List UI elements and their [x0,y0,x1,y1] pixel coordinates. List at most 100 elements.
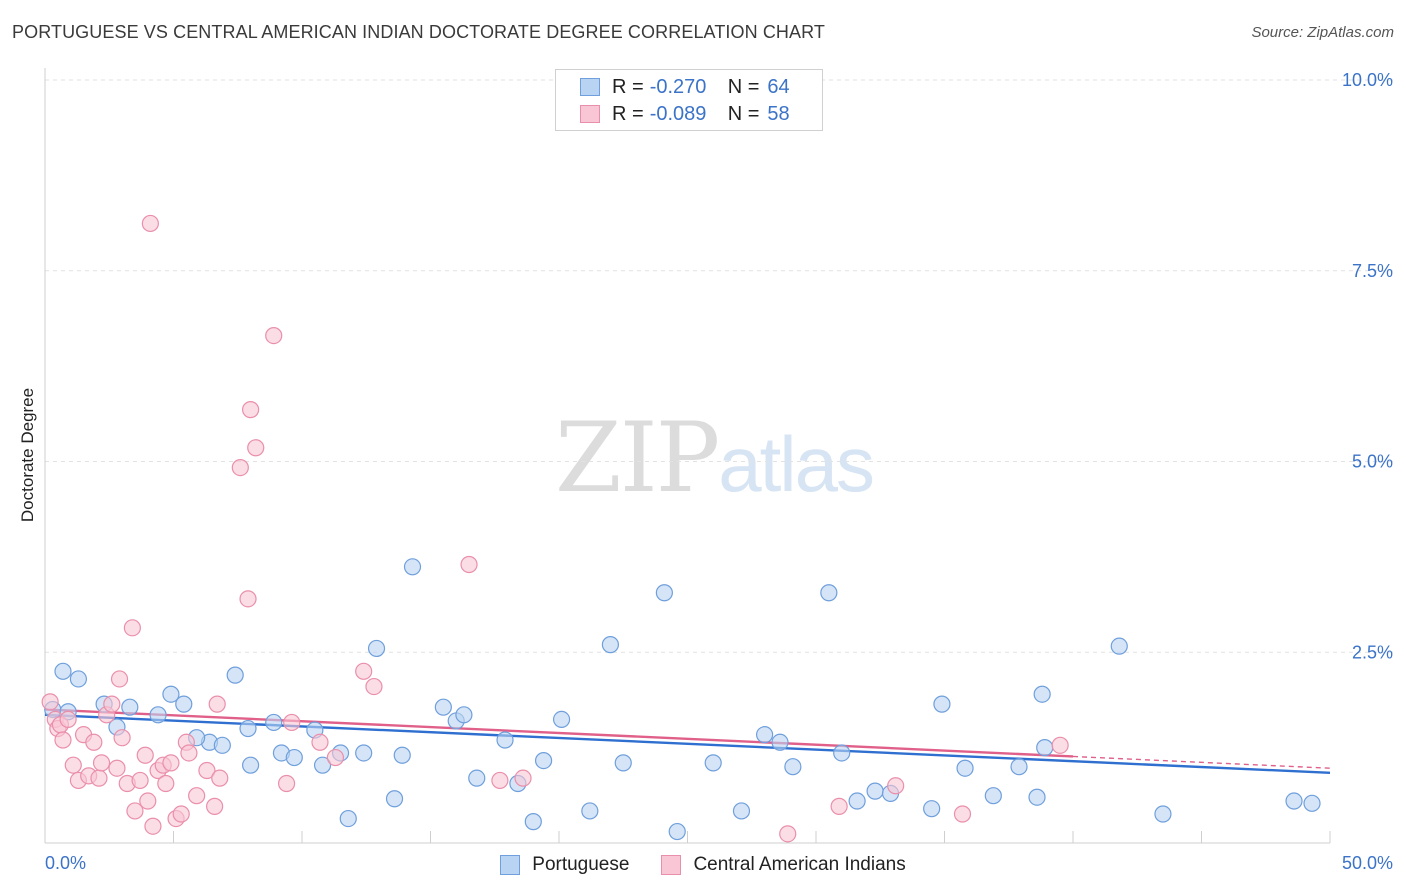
series-legend-portuguese[interactable]: Portuguese [500,854,629,876]
point-portuguese [265,713,283,732]
tick-labels: 2.5% 5.0% 7.5% 10.0% 0.0% 50.0% [45,70,1393,873]
point-portuguese [468,769,486,787]
point-central-american-indians [103,695,121,713]
point-portuguese [1110,637,1128,655]
point-portuguese [434,698,452,716]
point-portuguese [732,802,751,820]
point-portuguese [242,756,260,774]
point-central-american-indians [157,774,175,793]
point-central-american-indians [953,805,972,823]
chart-title: PORTUGUESE VS CENTRAL AMERICAN INDIAN DO… [12,22,825,42]
grid-lines [45,79,1393,653]
series-label-portuguese: Portuguese [532,854,630,875]
point-central-american-indians [311,733,329,751]
point-central-american-indians [123,619,141,637]
legend-r-value: -0.270 [649,75,707,98]
point-portuguese [313,756,332,774]
point-portuguese [496,731,514,749]
point-portuguese [175,695,193,713]
x-tick-label-min: 0.0% [45,853,86,873]
point-central-american-indians [242,401,260,419]
point-portuguese [771,733,789,751]
point-central-american-indians [113,729,131,747]
point-central-american-indians [779,825,797,843]
point-central-american-indians [239,590,257,608]
legend-row-central-american-indians: R = -0.089 N = 58 [580,101,790,127]
point-central-american-indians [108,759,126,777]
stats-legend: R = -0.270 N = 64 R = -0.089 N = 58 [555,69,823,131]
point-portuguese [524,813,542,831]
legend-r-label: R = [612,75,644,98]
point-portuguese [614,754,632,772]
point-central-american-indians [180,744,198,762]
point-portuguese [534,751,553,770]
point-portuguese [121,698,139,716]
point-portuguese [285,748,303,767]
point-portuguese [866,782,884,800]
point-central-american-indians [1051,736,1069,754]
point-central-american-indians [188,787,206,805]
point-portuguese [1036,739,1054,757]
point-portuguese [367,639,386,658]
legend-row-portuguese: R = -0.270 N = 64 [580,74,790,100]
point-central-american-indians [126,802,144,820]
trend-line-central-american-indians [44,708,1074,758]
point-portuguese [755,726,774,744]
point-central-american-indians [172,805,190,823]
point-central-american-indians [85,733,103,751]
y-tick-label: 7.5% [1352,261,1393,281]
point-portuguese [984,787,1002,805]
point-portuguese [226,666,244,684]
point-central-american-indians [54,731,72,749]
point-portuguese [355,744,373,762]
legend-r-label: R = [612,102,644,125]
point-portuguese [54,662,72,680]
point-central-american-indians [92,754,111,772]
point-central-american-indians [277,774,296,793]
legend-n-value: 58 [767,102,790,125]
point-portuguese [1154,805,1172,823]
point-central-american-indians [139,792,157,810]
point-portuguese [552,710,571,728]
point-central-american-indians [283,713,301,732]
legend-n-value: 64 [767,75,790,98]
point-central-american-indians [131,771,149,790]
point-central-american-indians [830,797,848,815]
point-portuguese [581,802,599,820]
point-portuguese [385,790,404,808]
point-portuguese [956,759,974,777]
point-central-american-indians [887,777,905,795]
point-central-american-indians [59,710,77,728]
legend-swatch-central-american-indians [580,105,600,123]
point-portuguese [784,758,802,776]
point-central-american-indians [211,769,229,787]
point-portuguese [833,744,851,762]
y-tick-label: 10.0% [1342,70,1393,90]
point-central-american-indians [41,693,59,711]
legend-swatch-portuguese [580,78,600,96]
point-central-american-indians [265,327,283,345]
point-central-american-indians [365,677,383,696]
point-central-american-indians [110,670,129,688]
axes [44,68,1331,844]
point-portuguese [704,754,722,772]
trend-lines [44,708,1331,775]
trend-line-portuguese [44,713,1331,775]
point-portuguese [239,719,257,738]
point-central-american-indians [247,439,265,457]
point-portuguese [601,636,620,654]
point-portuguese [149,706,167,724]
point-portuguese [1033,685,1051,703]
point-portuguese [933,695,951,713]
point-portuguese [213,736,231,754]
series-legend-central-american-indians[interactable]: Central American Indians [661,854,906,876]
point-portuguese [1303,794,1321,812]
point-central-american-indians [355,662,373,680]
series-legend: Portuguese Central American Indians [0,852,1406,878]
series-swatch-central-american-indians [661,855,682,875]
point-portuguese [1285,792,1303,810]
legend-r-value: -0.089 [649,102,707,125]
point-central-american-indians [206,797,224,815]
point-central-american-indians [64,756,82,774]
